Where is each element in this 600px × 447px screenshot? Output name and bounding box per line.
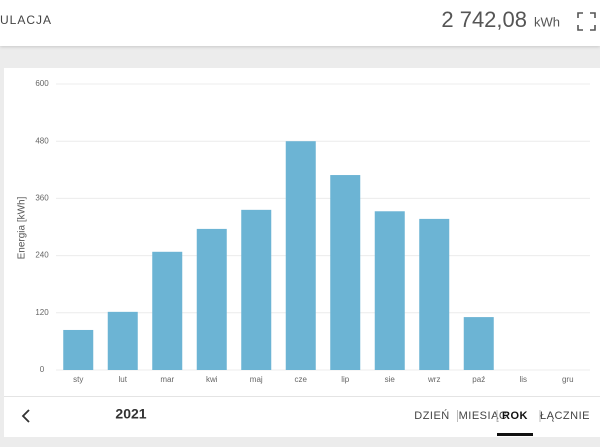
bar (63, 329, 94, 370)
x-tick-label: gru (562, 375, 574, 384)
x-tick-label: lut (119, 375, 128, 384)
bar (285, 141, 316, 370)
y-tick-label: 480 (35, 136, 49, 145)
bar (152, 251, 183, 370)
prev-button[interactable] (21, 409, 30, 423)
total-value: 2 742,08 (441, 7, 527, 32)
chart: Energia [kWh] 0 120 240 360 480 600 sty lut mar k… (17, 79, 590, 384)
header: ULACJA 2 742,08 kWh (0, 0, 600, 46)
y-tick-label: 0 (40, 365, 45, 374)
x-tick-label: kwi (206, 375, 218, 384)
year-label: 2021 (115, 406, 146, 422)
x-tick-label: paź (472, 375, 485, 384)
y-axis-label: Energia [kWh] (17, 196, 28, 259)
bar (241, 209, 272, 370)
x-tick-label: lis (519, 375, 527, 384)
tab[interactable]: ROK (502, 410, 528, 422)
bar (463, 317, 494, 370)
bar (107, 311, 138, 370)
header-title: ULACJA (0, 13, 52, 27)
total-unit: kWh (534, 14, 560, 29)
y-tick-label: 120 (35, 308, 49, 317)
y-tick-label: 600 (35, 79, 49, 88)
bar (419, 218, 450, 370)
x-tick-label: maj (250, 375, 263, 384)
y-tick-label: 360 (35, 194, 49, 203)
tab[interactable]: MIESIĄC (459, 410, 508, 422)
chart-card: Energia [kWh] 0 120 240 360 480 600 sty lut mar k… (4, 68, 600, 396)
header-svg: ULACJA 2 742,08 kWh (0, 7, 596, 32)
y-tick-label: 240 (35, 251, 49, 260)
x-tick-label: sie (385, 375, 396, 384)
x-tick-label: wrz (427, 375, 440, 384)
tab-underline (497, 433, 533, 436)
tab[interactable]: ŁĄCZNIE (540, 410, 590, 422)
bar (330, 175, 361, 370)
bar (196, 228, 227, 370)
bar (374, 211, 405, 370)
x-tick-label: cze (295, 375, 308, 384)
fullscreen-icon[interactable] (577, 12, 596, 31)
tab[interactable]: DZIEŃ (414, 409, 450, 422)
x-tick-label: mar (160, 375, 174, 384)
x-tick-label: lip (341, 375, 350, 384)
x-tick-label: sty (73, 375, 83, 384)
footer: 2021 DZIEŃ MIESIĄC ROK ŁĄCZNIE (4, 396, 600, 437)
